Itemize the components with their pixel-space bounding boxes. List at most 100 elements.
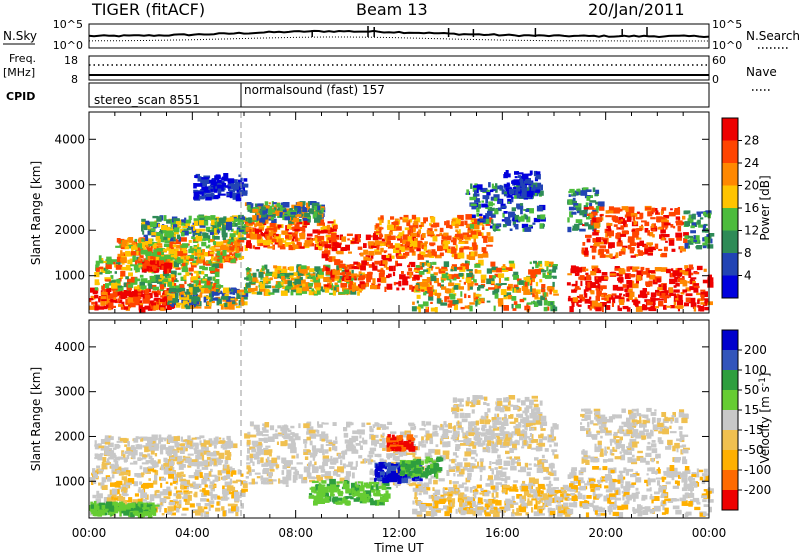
- power-colorbar-swatch-0: [722, 275, 738, 298]
- power-colorbar-label-4: 20: [744, 179, 759, 193]
- power-colorbar-swatch-1: [722, 253, 738, 276]
- nave-bottom-tick: 0: [712, 73, 719, 86]
- time-tick-label-6: 00:00: [692, 526, 727, 540]
- cpid-mode-1: stereo_scan 8551: [94, 93, 200, 107]
- power-x-ticks: [88, 112, 710, 313]
- power-colorbar-swatch-4: [722, 185, 738, 208]
- velocity-colorbar-swatch-5: [722, 390, 738, 410]
- nsky-bottom-tick: 10^0: [53, 39, 83, 52]
- power-colorbar-label-3: 16: [744, 201, 759, 215]
- velocity-colorbar-swatch-3: [722, 430, 738, 450]
- velocity-colorbar-label-main: Velocity [m s: [758, 386, 772, 463]
- velocity-colorbar-swatch-7: [722, 350, 738, 370]
- time-axis-labels: 00:00 04:00 08:00 12:00 16:00 20:00 00:00: [72, 526, 727, 540]
- cpid-strip-frame: [88, 82, 710, 108]
- power-ylabel: Slant Range [km]: [29, 161, 43, 265]
- velocity-colorbar-label-7: 200: [744, 343, 767, 357]
- power-echo-region-2: [115, 237, 245, 265]
- velocity-colorbar-label: Velocity [m s-1]: [758, 373, 772, 464]
- time-axis-title: Time UT: [373, 541, 424, 554]
- freq-unit: [MHz]: [3, 66, 35, 79]
- velocity-colorbar-label-4: 15: [744, 403, 759, 417]
- freq-label: Freq.: [9, 52, 36, 65]
- velocity-echo-region-11: [386, 434, 418, 452]
- power-colorbar-swatch-6: [722, 140, 738, 163]
- velocity-panel: 1000 2000 3000 4000 Slant Range [km]: [29, 319, 714, 519]
- cpid-label: CPID: [6, 90, 35, 103]
- velocity-colorbar-frame: [721, 329, 739, 511]
- cpid-mode-2: normalsound (fast) 157: [244, 83, 385, 97]
- velocity-colorbar-swatch-2: [722, 450, 738, 470]
- power-echo-region-6: [244, 201, 326, 224]
- velocity-echo-region-3: [308, 478, 392, 506]
- velocity-colorbar-label-5: 50: [744, 383, 759, 397]
- velocity-ylabel: Slant Range [km]: [29, 367, 43, 471]
- power-y-axis: 1000 2000 3000 4000: [54, 132, 709, 283]
- power-colorbar-label-0: 4: [744, 269, 752, 283]
- velocity-ytick-label-1: 2000: [54, 429, 85, 443]
- velocity-colorbar-swatch-8: [722, 330, 738, 350]
- velocity-echo-region-10: [89, 500, 160, 518]
- velocity-colorbar-swatch-0: [722, 490, 738, 510]
- time-tick-label-4: 16:00: [485, 526, 520, 540]
- header-date: 20/Jan/2011: [588, 0, 685, 19]
- freq-top-tick: 18: [64, 54, 78, 67]
- nsearch-label: N.Search: [746, 29, 800, 43]
- velocity-ytick-label-2: 3000: [54, 385, 85, 399]
- velocity-data-layer: [89, 395, 714, 518]
- velocity-colorbar-label-2: -50: [744, 443, 764, 457]
- time-tick-label-2: 08:00: [278, 526, 313, 540]
- velocity-echo-region-5: [399, 456, 444, 479]
- power-ytick-label-0: 1000: [54, 269, 85, 283]
- velocity-ytick-label-3: 4000: [54, 340, 85, 354]
- velocity-colorbar-label-close: ]: [758, 373, 772, 378]
- time-tick-label-5: 20:00: [588, 526, 623, 540]
- velocity-colorbar-swatch-6: [722, 370, 738, 390]
- power-echo-region-12: [503, 170, 541, 200]
- velocity-echo-region-7: [450, 395, 547, 447]
- nsearch-series-line: [88, 36, 709, 42]
- nsky-spikes: [311, 26, 648, 37]
- power-colorbar-swatch-2: [722, 230, 738, 253]
- power-ytick-label-1: 2000: [54, 223, 85, 237]
- velocity-colorbar-label-0: -200: [744, 483, 771, 497]
- velocity-echo-region-9: [580, 407, 690, 465]
- power-colorbar-swatch-7: [722, 118, 738, 141]
- velocity-echo-region-6: [412, 483, 572, 517]
- power-echo-region-18: [141, 259, 173, 274]
- power-echo-region-16: [683, 210, 715, 250]
- velocity-colorbar-label-sup: -1: [758, 377, 768, 386]
- velocity-x-ticks: [88, 320, 710, 518]
- power-echo-region-9: [374, 214, 494, 260]
- velocity-colorbar-label-1: -100: [744, 463, 771, 477]
- velocity-colorbar-swatch-4: [722, 410, 738, 430]
- power-echo-region-4: [166, 286, 249, 310]
- nsearch-top-tick: 10^5: [712, 18, 742, 31]
- power-echo-region-17: [193, 173, 249, 202]
- power-echo-region-10: [411, 259, 559, 313]
- power-panel: 1000 2000 3000 4000 Slant Range [km]: [29, 111, 715, 314]
- velocity-echo-region-8: [567, 465, 714, 518]
- freq-bottom-tick: 8: [71, 73, 78, 86]
- velocity-colorbar-label-3: -15: [744, 423, 764, 437]
- power-colorbar-label-5: 24: [744, 156, 759, 170]
- power-colorbar-swatch-3: [722, 208, 738, 231]
- nsky-series-line: [88, 29, 710, 39]
- velocity-ytick-label-0: 1000: [54, 474, 85, 488]
- power-echo-region-3: [141, 214, 249, 242]
- power-echo-region-15: [566, 264, 714, 313]
- time-tick-label-1: 04:00: [175, 526, 210, 540]
- power-colorbar-label: Power [dB]: [758, 175, 772, 240]
- velocity-y-axis: 1000 2000 3000 4000: [54, 340, 709, 488]
- time-tick-label-3: 12:00: [382, 526, 417, 540]
- power-colorbar-label-2: 12: [744, 224, 759, 238]
- power-ytick-label-3: 4000: [54, 132, 85, 146]
- nsky-top-tick: 10^5: [53, 18, 83, 31]
- power-echo-region-14: [581, 205, 689, 260]
- velocity-colorbar-swatch-1: [722, 470, 738, 490]
- power-colorbar-label-6: 28: [744, 134, 759, 148]
- freq-strip-frame: [88, 55, 710, 81]
- power-data-layer: [89, 170, 715, 313]
- nave-label: Nave: [746, 65, 777, 79]
